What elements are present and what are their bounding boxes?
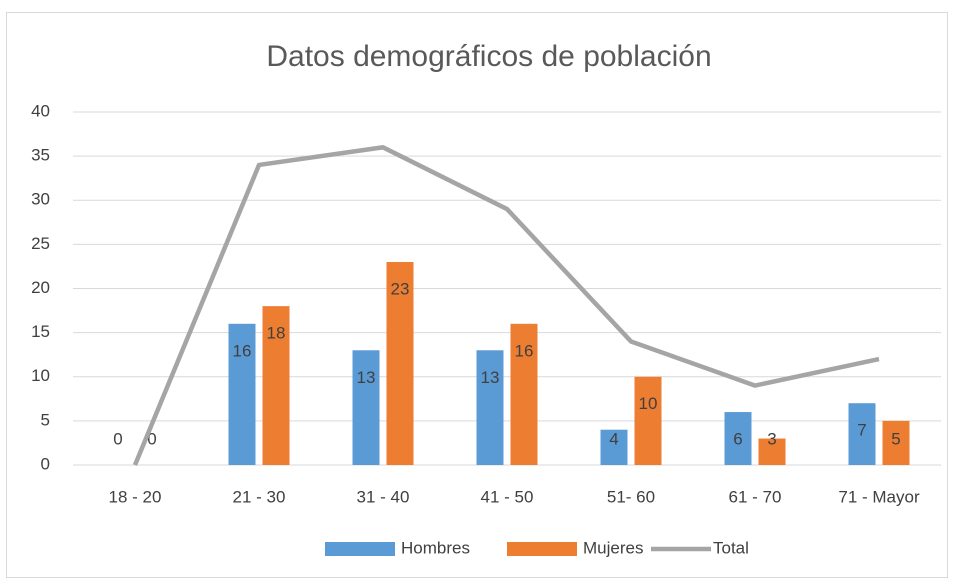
bar: [386, 262, 414, 465]
bar: [228, 323, 256, 465]
bar: [262, 306, 290, 465]
x-tick-label: 18 - 20: [109, 487, 162, 506]
y-tick-label: 0: [41, 454, 50, 473]
bar: [758, 438, 786, 465]
x-tick-label: 31 - 40: [357, 487, 410, 506]
y-tick-label: 40: [31, 101, 50, 120]
y-tick-label: 5: [41, 410, 50, 429]
data-label: 6: [733, 429, 742, 448]
legend-label: Mujeres: [583, 538, 643, 557]
legend-label: Total: [713, 538, 749, 557]
x-tick-label: 71 - Mayor: [838, 487, 920, 506]
data-label: 18: [267, 324, 286, 343]
y-tick-label: 35: [31, 146, 50, 165]
chart-border: [6, 12, 948, 578]
bar: [476, 350, 504, 465]
bar: [634, 376, 662, 465]
data-label: 10: [639, 394, 658, 413]
data-label: 16: [515, 341, 534, 360]
data-label: 23: [391, 280, 410, 299]
data-label: 0: [113, 429, 122, 448]
x-tick-label: 51- 60: [607, 487, 655, 506]
y-tick-label: 30: [31, 190, 50, 209]
data-label: 7: [857, 421, 866, 440]
data-label: 3: [767, 429, 776, 448]
y-tick-label: 25: [31, 234, 50, 253]
bar: [510, 323, 538, 465]
data-label: 5: [891, 429, 900, 448]
x-tick-label: 21 - 30: [233, 487, 286, 506]
data-label: 13: [481, 368, 500, 387]
y-tick-label: 10: [31, 366, 50, 385]
legend-swatch: [325, 542, 395, 556]
legend-swatch: [507, 542, 577, 556]
bar: [600, 429, 628, 465]
data-label: 13: [357, 368, 376, 387]
data-label: 16: [233, 341, 252, 360]
data-label: 0: [147, 429, 156, 448]
legend-label: Hombres: [401, 538, 470, 557]
x-tick-label: 61 - 70: [729, 487, 782, 506]
bar: [882, 420, 910, 465]
y-tick-label: 20: [31, 278, 50, 297]
y-tick-label: 15: [31, 322, 50, 341]
data-label: 4: [609, 429, 618, 448]
bar: [352, 350, 380, 465]
x-tick-label: 41 - 50: [481, 487, 534, 506]
bar: [848, 403, 876, 465]
chart-title: Datos demográficos de población: [266, 40, 711, 73]
line: [132, 145, 880, 466]
bar: [724, 412, 752, 465]
